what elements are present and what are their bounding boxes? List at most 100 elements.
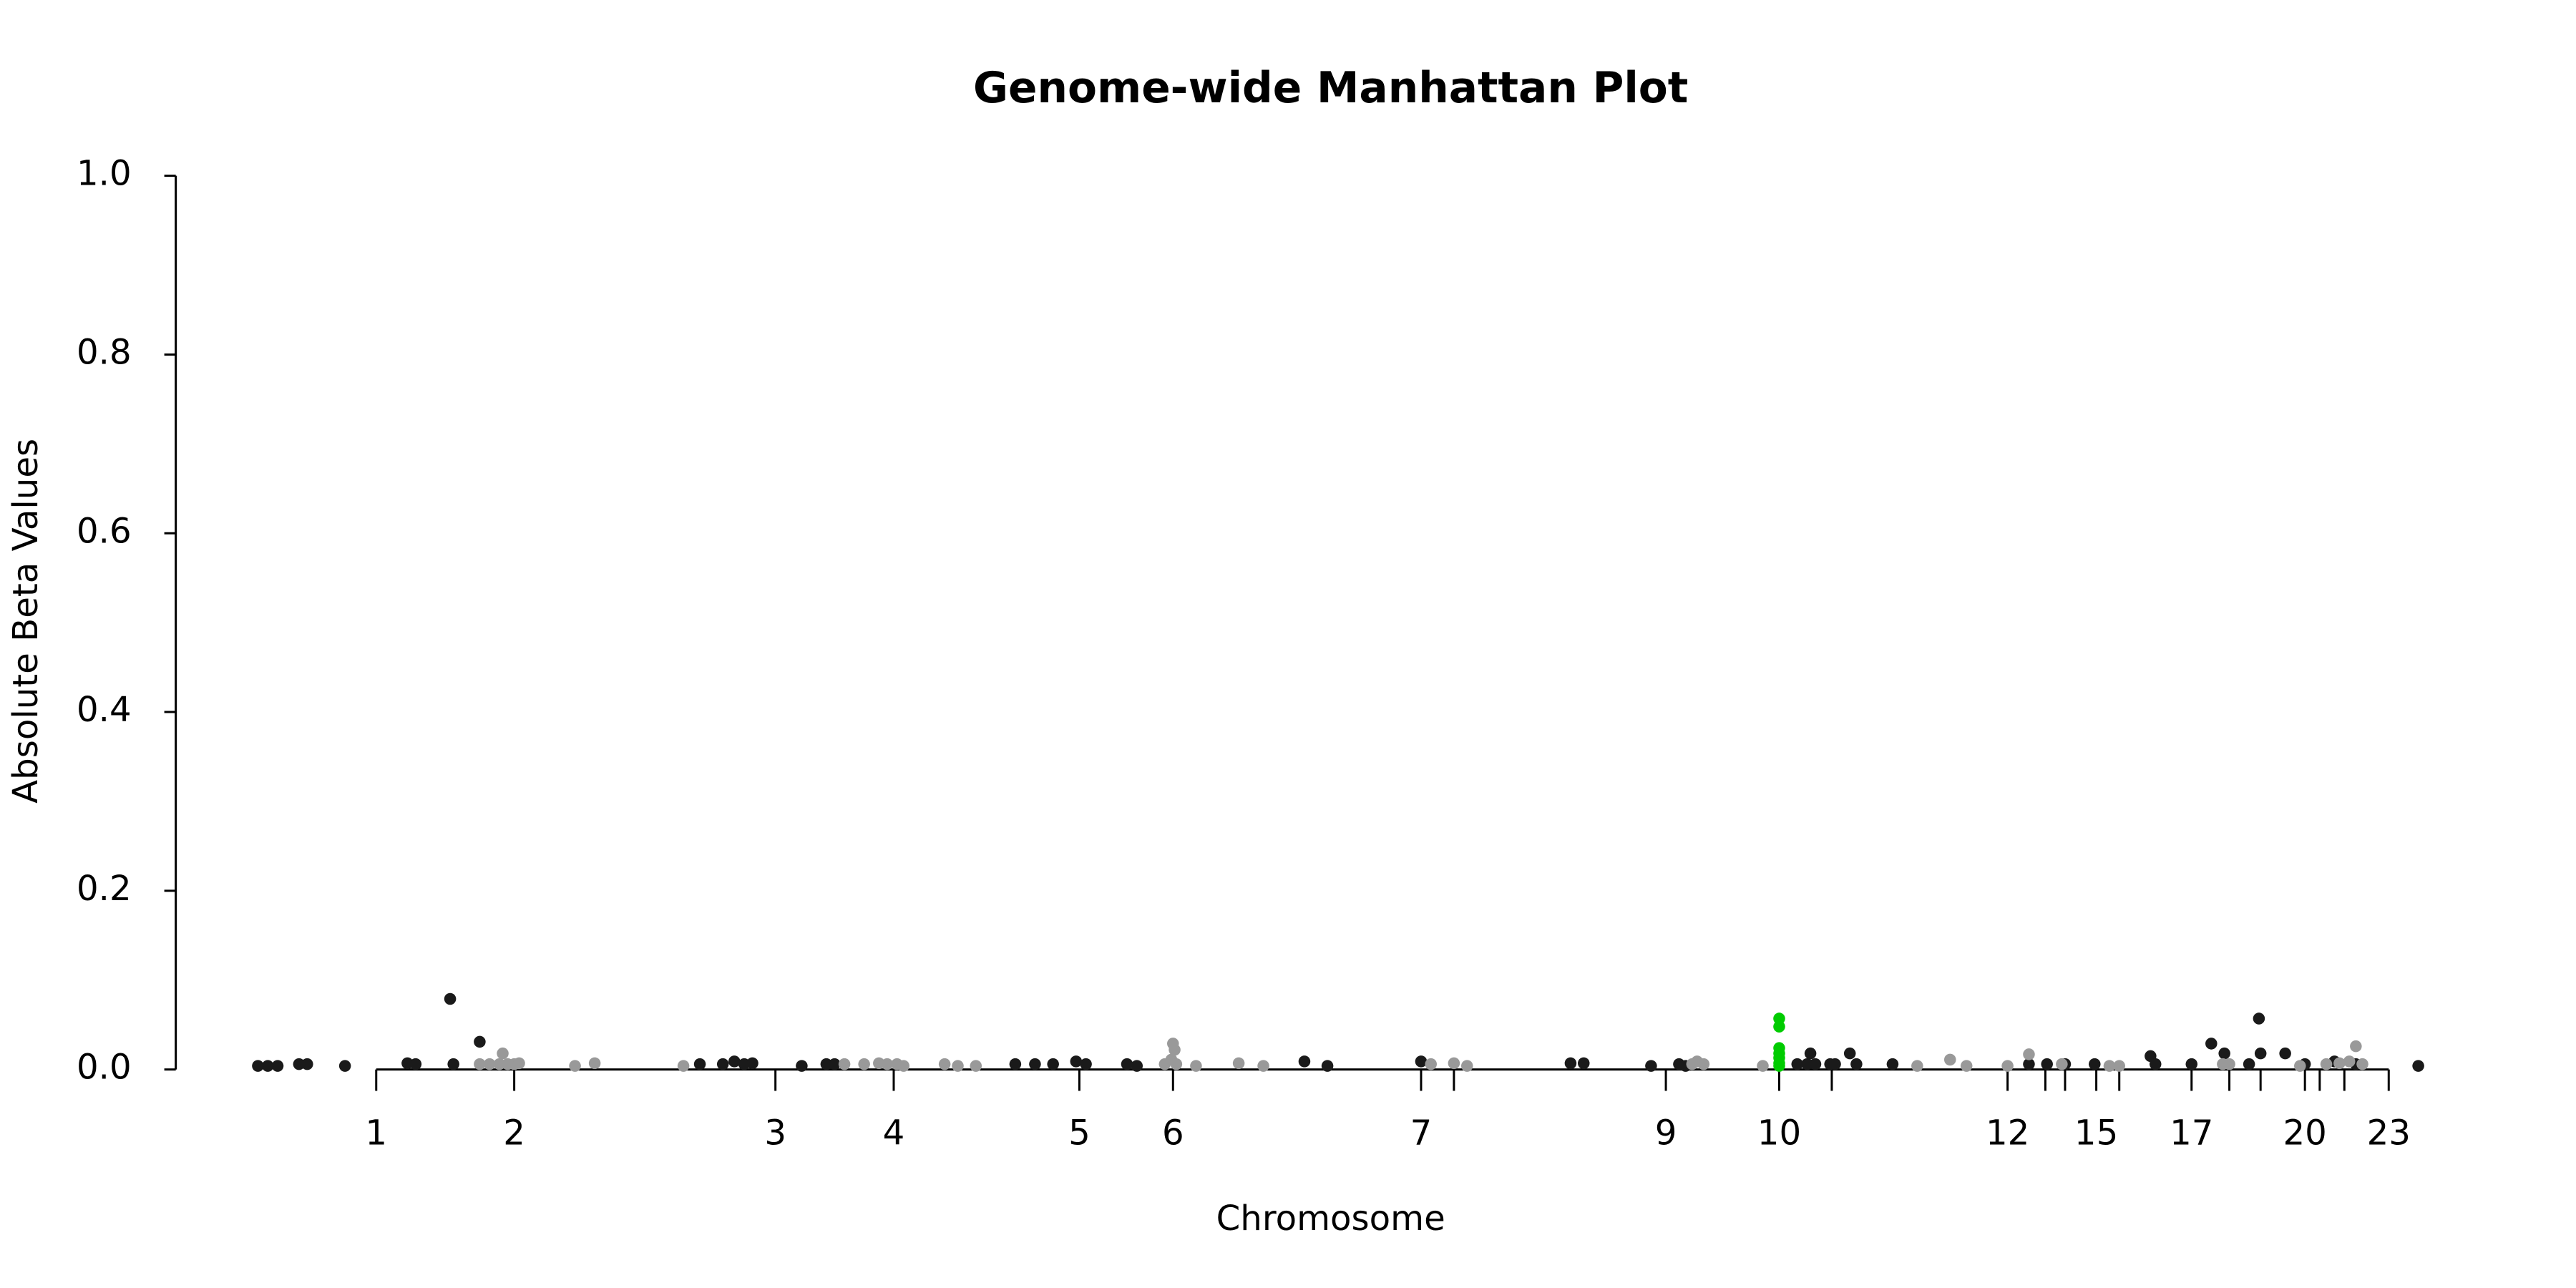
point — [716, 1058, 729, 1070]
point — [2412, 1060, 2424, 1072]
point — [1415, 1055, 1428, 1068]
point — [252, 1060, 264, 1072]
point — [1911, 1060, 1923, 1072]
point — [2279, 1047, 2291, 1060]
y-axis-label: Absolute Beta Values — [6, 439, 46, 804]
point — [938, 1058, 951, 1070]
point — [1960, 1060, 1973, 1072]
x-tick-label: 15 — [2074, 1113, 2118, 1153]
point — [2254, 1047, 2267, 1060]
y-tick-label: 1.0 — [77, 154, 132, 194]
point — [2350, 1040, 2362, 1053]
x-tick-label: 3 — [764, 1113, 786, 1153]
point — [588, 1057, 601, 1070]
point — [447, 1058, 459, 1070]
point — [1773, 1020, 1785, 1033]
point — [1425, 1058, 1438, 1070]
point — [493, 1058, 506, 1070]
point — [2056, 1058, 2068, 1070]
point — [1170, 1058, 1183, 1070]
chart-title: Genome-wide Manhattan Plot — [973, 64, 1688, 113]
point — [796, 1060, 808, 1072]
point — [2223, 1058, 2235, 1070]
x-tick-label: 10 — [1757, 1113, 1801, 1153]
point — [1121, 1058, 1133, 1070]
x-tick-label: 20 — [2283, 1113, 2327, 1153]
point — [1943, 1053, 1956, 1066]
y-tick-label: 0.4 — [77, 690, 132, 730]
point — [1645, 1060, 1657, 1072]
point — [301, 1058, 313, 1070]
point — [1321, 1060, 1334, 1072]
point — [2253, 1013, 2265, 1025]
point — [409, 1058, 422, 1070]
point — [746, 1057, 758, 1070]
point — [2205, 1038, 2218, 1050]
point — [2023, 1048, 2035, 1060]
point — [1232, 1057, 1245, 1070]
point — [444, 992, 457, 1005]
point — [2320, 1058, 2333, 1070]
y-tick-label: 0.0 — [77, 1048, 132, 1088]
point — [271, 1060, 284, 1072]
point — [1564, 1057, 1577, 1070]
point — [1757, 1060, 1769, 1072]
x-tick-label: 5 — [1068, 1113, 1091, 1153]
point — [1070, 1055, 1083, 1068]
point — [693, 1058, 706, 1070]
point — [1460, 1060, 1473, 1072]
y-tick-label: 0.8 — [77, 332, 132, 372]
x-tick-label: 6 — [1162, 1113, 1184, 1153]
point — [820, 1058, 833, 1070]
point — [293, 1058, 306, 1070]
point — [2218, 1047, 2230, 1060]
point — [1801, 1058, 1813, 1070]
point — [677, 1060, 690, 1072]
point — [513, 1057, 525, 1070]
point — [338, 1060, 351, 1072]
point — [474, 1035, 486, 1048]
point — [1009, 1058, 1022, 1070]
point — [1886, 1058, 1899, 1070]
point — [2333, 1057, 2346, 1070]
point — [2113, 1060, 2125, 1072]
point — [881, 1058, 894, 1070]
point — [1578, 1057, 1590, 1070]
y-tick-label: 0.2 — [77, 869, 132, 909]
point — [1448, 1057, 1460, 1070]
point — [497, 1047, 509, 1060]
x-tick-label: 17 — [2170, 1113, 2213, 1153]
x-tick-label: 7 — [1410, 1113, 1433, 1153]
point — [1829, 1058, 1841, 1070]
x-tick-label: 4 — [883, 1113, 905, 1153]
x-tick-label: 1 — [365, 1113, 387, 1153]
point — [1080, 1058, 1092, 1070]
point — [2089, 1058, 2101, 1070]
point — [2001, 1060, 2014, 1072]
point — [2356, 1058, 2368, 1070]
point — [829, 1058, 841, 1070]
point — [483, 1058, 496, 1070]
point — [2294, 1060, 2306, 1072]
point — [1169, 1043, 1181, 1056]
point — [1131, 1060, 1143, 1072]
x-tick-label: 23 — [2367, 1113, 2411, 1153]
point — [1791, 1058, 1803, 1070]
point — [728, 1055, 741, 1068]
point — [1804, 1047, 1817, 1060]
point — [1047, 1058, 1059, 1070]
point — [569, 1060, 581, 1072]
point — [1029, 1058, 1041, 1070]
point — [2023, 1058, 2035, 1070]
point — [858, 1058, 870, 1070]
point — [2243, 1058, 2255, 1070]
x-tick-label: 2 — [503, 1113, 525, 1153]
point — [1850, 1058, 1863, 1070]
point — [2185, 1058, 2198, 1070]
point — [838, 1058, 851, 1070]
point — [1809, 1058, 1822, 1070]
y-tick-label: 0.6 — [77, 511, 132, 551]
point — [2041, 1058, 2053, 1070]
point — [1298, 1055, 1311, 1068]
